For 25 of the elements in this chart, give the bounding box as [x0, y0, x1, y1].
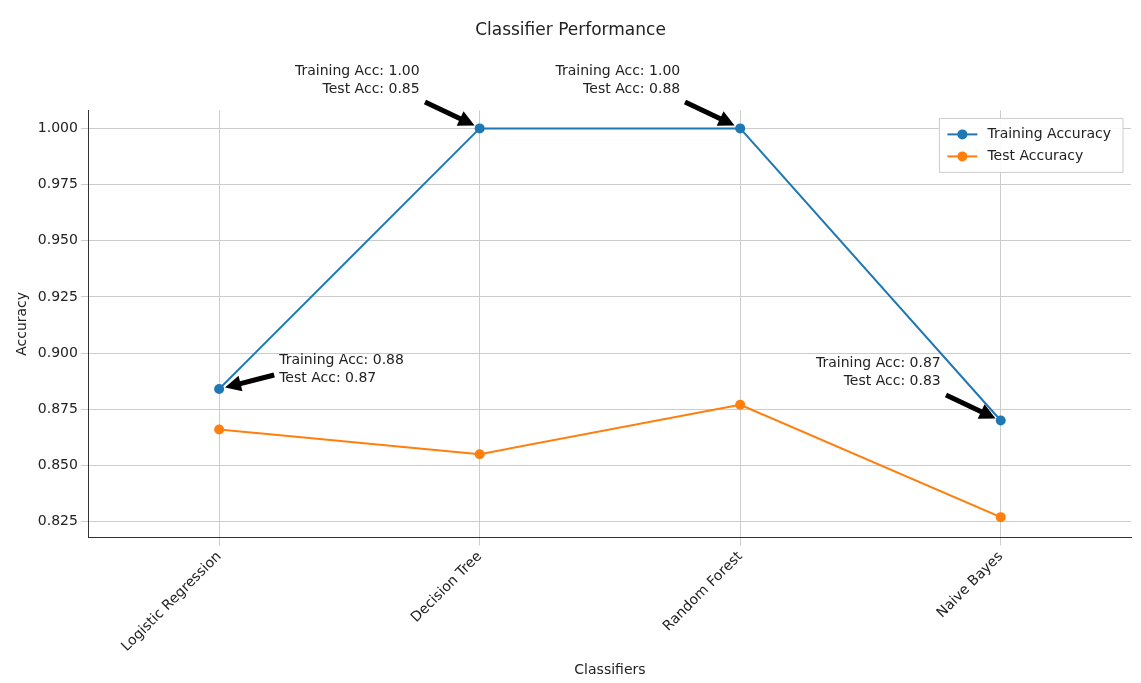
legend-label: Training Accuracy — [986, 125, 1111, 142]
y-axis-title: Accuracy — [13, 291, 30, 356]
point — [735, 123, 746, 134]
annotation: Training Acc: 0.87 Test Acc: 0.83 — [814, 354, 941, 389]
text: Training Acc: 1.00 Test Acc: 0.88 — [554, 62, 681, 97]
legend-label: Test Accuracy — [986, 147, 1084, 164]
point — [214, 384, 225, 395]
point — [995, 415, 1006, 426]
y-tick-label: 0.850 — [37, 456, 78, 473]
point — [995, 512, 1006, 523]
point — [214, 424, 225, 435]
x-axis-title: Classifiers — [574, 661, 646, 678]
y-tick-label: 0.825 — [37, 512, 78, 529]
chart-title: Classifier Performance — [475, 18, 666, 39]
y-tick-label: 0.875 — [37, 399, 78, 416]
y-tick-label: 1.000 — [37, 119, 78, 136]
y-tick-label: 0.925 — [37, 287, 78, 304]
y-tick-label: 0.950 — [37, 231, 78, 248]
y-tick-label: 0.975 — [37, 175, 78, 192]
point — [735, 399, 746, 410]
text: Training Acc: 1.00 Test Acc: 0.85 — [293, 62, 420, 97]
y-tick-label: 0.900 — [37, 343, 78, 360]
point — [474, 123, 485, 134]
annotation: Training Acc: 0.88 Test Acc: 0.87 — [278, 350, 404, 385]
point — [474, 449, 485, 460]
